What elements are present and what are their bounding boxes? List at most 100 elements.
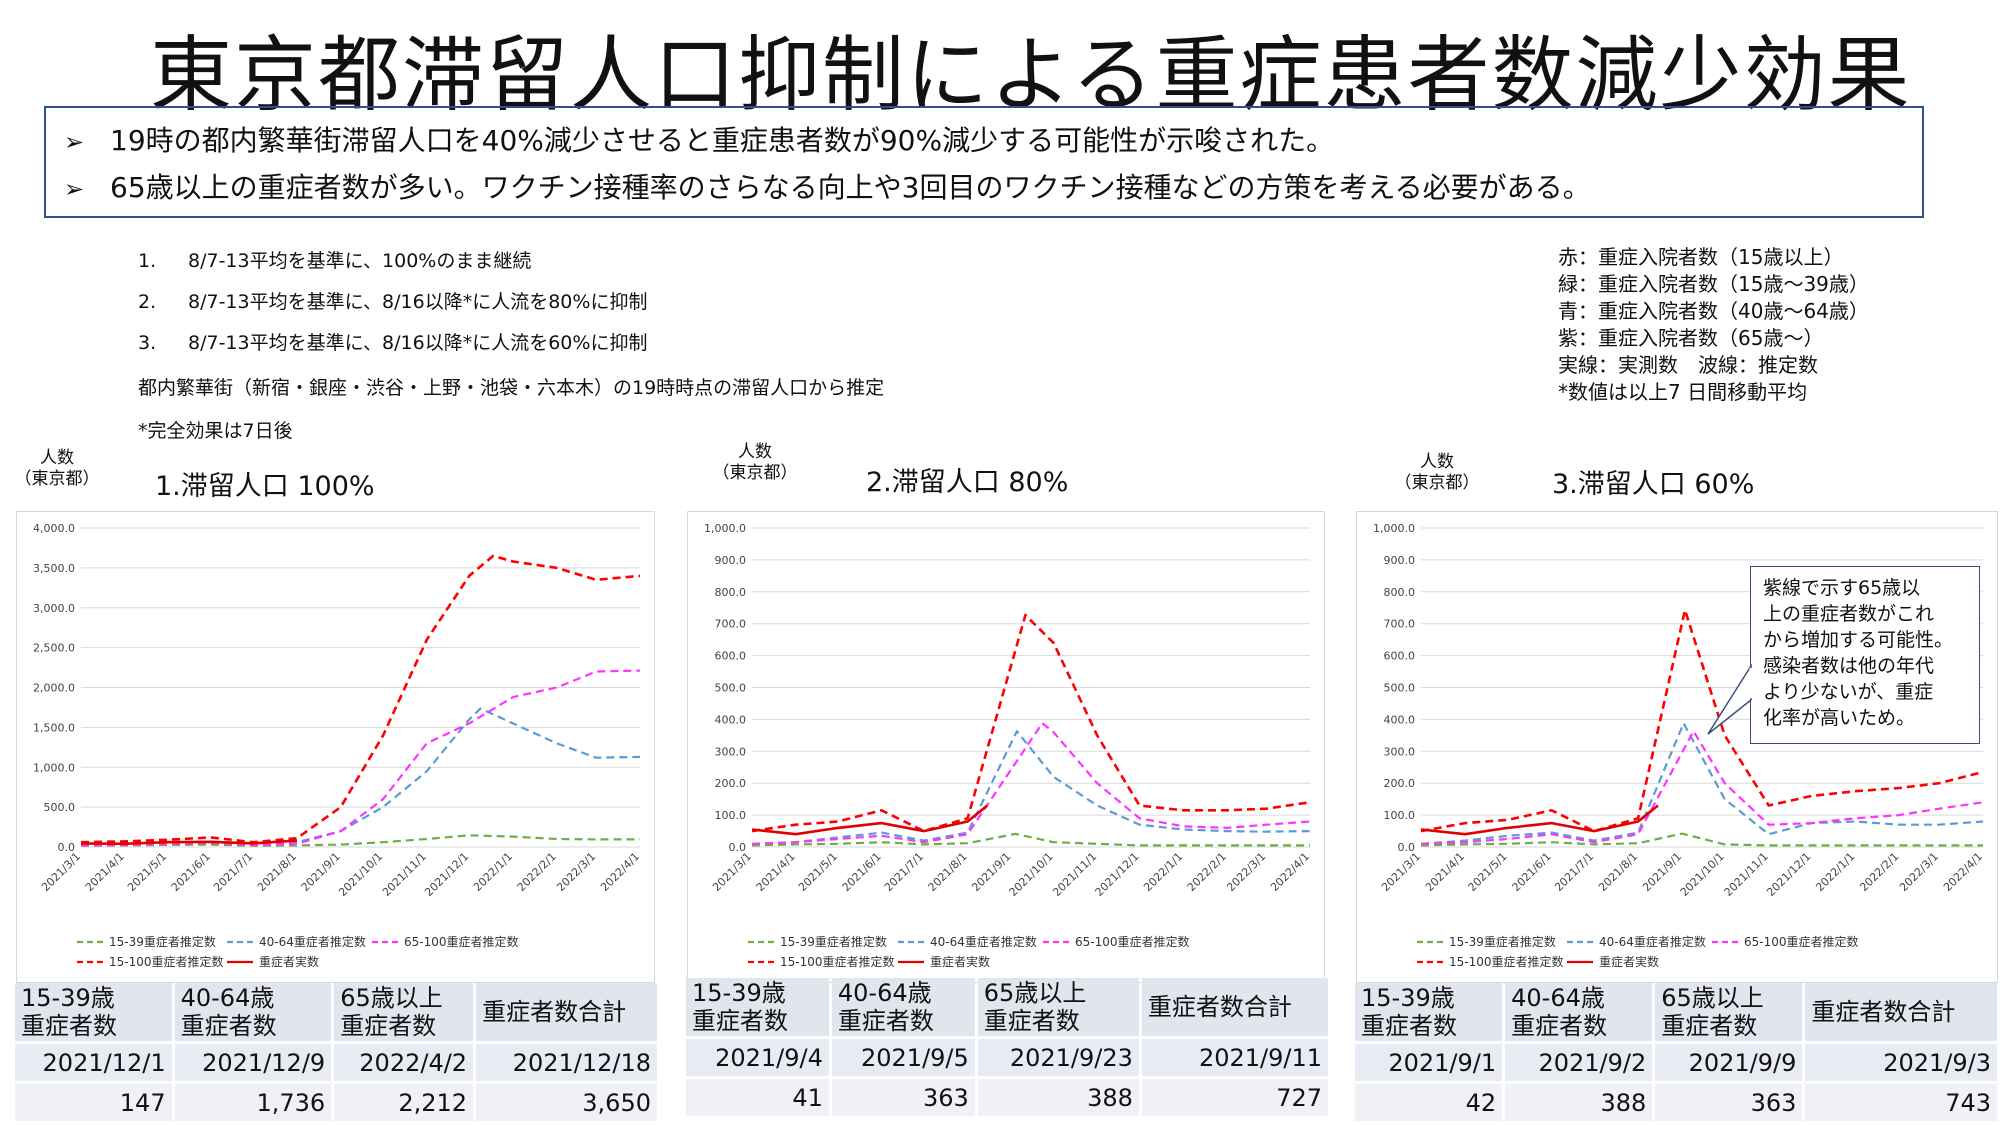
x-tick-label: 2021/12/1 (422, 850, 471, 899)
y-tick-label: 100.0 (1384, 809, 1416, 822)
series-line-5 (1420, 804, 1659, 836)
scenario-number: 3. (138, 332, 157, 354)
x-tick-label: 2022/4/1 (598, 850, 642, 894)
x-tick-label: 2021/10/1 (336, 850, 385, 899)
peak-value: 41 (686, 1079, 829, 1116)
legend-note-line: 緑：重症入院者数（15歳〜39歳） (1558, 272, 1869, 296)
x-tick-label: 2021/9/1 (1640, 850, 1684, 894)
y-tick-label: 700.0 (1384, 618, 1416, 631)
x-tick-label: 2021/9/1 (969, 850, 1013, 894)
legend-label: 65-100重症者推定数 (404, 934, 519, 949)
x-tick-label: 2021/9/1 (299, 850, 343, 894)
peak-value: 1,736 (174, 1084, 332, 1121)
peak-date: 2021/12/18 (476, 1044, 657, 1081)
color-legend-note: 赤：重症入院者数（15歳以上） 緑：重症入院者数（15歳〜39歳） 青：重症入院… (1558, 244, 1869, 406)
peak-value: 2,212 (334, 1084, 474, 1121)
scenario-list: 1. 8/7-13平均を基準に、100%のまま継続 2. 8/7-13平均を基準に、… (138, 246, 647, 369)
y-tick-label: 0.0 (729, 841, 747, 854)
y-tick-label: 900.0 (715, 554, 747, 567)
series-line-4 (751, 613, 1311, 833)
table-header: 65歳以上 重症者数 (977, 978, 1139, 1036)
scenario-note: 都内繁華街（新宿・銀座・渋谷・上野・池袋・六本木）の19時時点の滞留人口から推定 (138, 377, 885, 399)
y-tick-label: 1,000.0 (1373, 522, 1415, 535)
table-header: 15-39歳 重症者数 (686, 978, 829, 1036)
x-tick-label: 2021/6/1 (840, 850, 884, 894)
y-tick-label: 800.0 (715, 586, 747, 599)
legend-note-line: 赤：重症入院者数（15歳以上） (1558, 245, 1844, 269)
x-tick-label: 2021/12/1 (1093, 850, 1142, 899)
legend-label: 15-39重症者推定数 (1449, 934, 1556, 949)
y-tick-label: 800.0 (1384, 586, 1416, 599)
y-tick-label: 600.0 (1384, 650, 1416, 663)
chart-title: 3.滞留人口 60% (1552, 469, 1755, 500)
legend-label: 15-100重症者推定数 (1449, 954, 1564, 969)
callout-pointer (1707, 663, 1753, 735)
peak-value: 363 (831, 1079, 975, 1116)
peak-table-2: 15-39歳 重症者数 40-64歳 重症者数 65歳以上 重症者数 重症者数合計 2… (683, 975, 1331, 1119)
legend-label: 40-64重症者推定数 (1599, 934, 1706, 949)
series-line-2 (751, 730, 1311, 845)
scenario-text: 8/7-13平均を基準に、8/16以降*に人流を80%に抑制 (188, 291, 648, 313)
x-tick-label: 2021/11/1 (380, 850, 429, 899)
y-tick-label: 400.0 (715, 713, 747, 726)
y-tick-label: 700.0 (715, 618, 747, 631)
scenario-item: 1. 8/7-13平均を基準に、100%のまま継続 (138, 246, 647, 287)
table-header: 重症者数合計 (1141, 978, 1328, 1036)
x-tick-label: 2021/7/1 (211, 850, 255, 894)
x-tick-label: 2021/11/1 (1722, 850, 1771, 899)
y-tick-label: 300.0 (1384, 745, 1416, 758)
bullet-arrow-icon: ➢ (64, 128, 85, 156)
table-header: 15-39歳 重症者数 (1355, 983, 1503, 1041)
y-tick-label: 3,500.0 (33, 562, 75, 575)
peak-value: 147 (15, 1084, 172, 1121)
y-tick-label: 3,000.0 (33, 602, 75, 615)
y-tick-label: 900.0 (1384, 554, 1416, 567)
y-tick-label: 1,000.0 (704, 522, 746, 535)
y-tick-label: 100.0 (715, 809, 747, 822)
y-tick-label: 1,500.0 (33, 721, 75, 734)
table-header: 40-64歳 重症者数 (831, 978, 975, 1036)
series-line-4 (1420, 608, 1984, 833)
peak-value: 388 (977, 1079, 1139, 1116)
legend-label: 65-100重症者推定数 (1744, 934, 1859, 949)
legend-label: 15-100重症者推定数 (780, 954, 895, 969)
legend-note-line: 紫：重症入院者数（65歳〜） (1558, 326, 1824, 350)
series-line-2 (80, 707, 641, 846)
legend-label: 40-64重症者推定数 (930, 934, 1037, 949)
peak-date: 2021/9/11 (1141, 1039, 1328, 1076)
y-axis-label: 人数 （東京都） (1394, 452, 1480, 493)
series-line-5 (80, 839, 298, 846)
callout-box: 紫線で示す65歳以 上の重症者数がこれ から増加する可能性。 感染者数は他の年代… (1750, 566, 1980, 744)
summary-box: ➢ 19時の都内繁華街滞留人口を40%減少させると重症患者数が90%減少する可能性… (44, 106, 1924, 218)
y-tick-label: 2,500.0 (33, 642, 75, 655)
bullet-arrow-icon: ➢ (64, 175, 85, 203)
series-line-1 (751, 832, 1310, 847)
chart-2: 0.0 100.0 200.0 300.0 400.0 500.0 600.0 700.0 80… (687, 511, 1325, 983)
legend-label: 40-64重症者推定数 (259, 934, 366, 949)
callout-line: から増加する可能性。 (1763, 629, 1954, 651)
x-tick-label: 2021/7/1 (882, 850, 926, 894)
series-line-5 (751, 804, 989, 836)
chart-svg: 0.0 500.0 1,000.0 1,500.0 2,000.0 2,500.0 3,00… (33, 522, 642, 969)
series-line-3 (1420, 730, 1984, 845)
y-tick-label: 300.0 (715, 745, 747, 758)
callout-line: 感染者数は他の年代 (1763, 655, 1935, 677)
x-tick-label: 2022/1/1 (1141, 850, 1185, 894)
scenario-footnote: *完全効果は7日後 (138, 420, 293, 442)
summary-item: ➢ 65歳以上の重症者数が多い。ワクチン接種率のさらなる向上や3回目のワクチン接種… (64, 165, 1904, 212)
peak-table-1: 15-39歳 重症者数 40-64歳 重症者数 65歳以上 重症者数 重症者数合計 2… (12, 980, 660, 1124)
legend-note-line: *数値は以上7 日間移動平均 (1558, 380, 1808, 404)
table-header: 65歳以上 重症者数 (334, 983, 474, 1041)
scenario-text: 8/7-13平均を基準に、100%のまま継続 (188, 250, 532, 272)
legend-label: 15-100重症者推定数 (109, 954, 224, 969)
legend-label: 重症者実数 (930, 954, 990, 969)
x-tick-label: 2022/1/1 (1813, 850, 1857, 894)
x-tick-label: 2022/1/1 (471, 850, 515, 894)
x-tick-label: 2021/6/1 (169, 850, 213, 894)
scenario-text: 8/7-13平均を基準に、8/16以降*に人流を60%に抑制 (188, 332, 648, 354)
y-axis-label: 人数 （東京都） (14, 448, 100, 489)
peak-value: 42 (1355, 1084, 1503, 1121)
peak-value: 727 (1141, 1079, 1328, 1116)
series-line-2 (1420, 722, 1984, 845)
peak-date: 2021/12/9 (174, 1044, 332, 1081)
